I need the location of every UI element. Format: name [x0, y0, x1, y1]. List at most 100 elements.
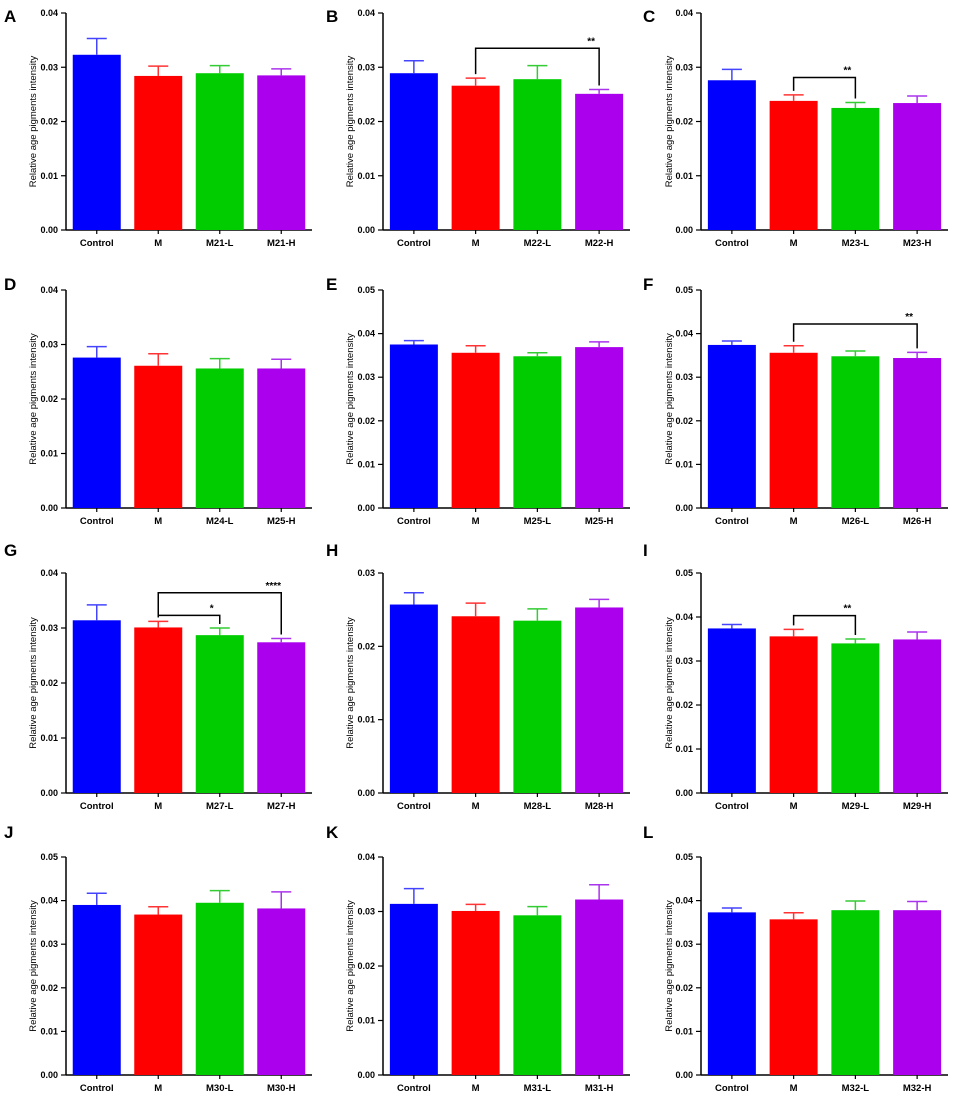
bar-control — [707, 912, 756, 1075]
bar-m28-l — [513, 620, 562, 793]
y-tick-label: 0.00 — [40, 503, 58, 513]
y-tick-label: 0.04 — [675, 896, 693, 906]
y-tick-label: 0.05 — [357, 285, 375, 295]
y-axis-title: Relative age pigments intensity — [345, 333, 356, 465]
significance-label: ** — [843, 66, 851, 77]
y-tick-label: 0.04 — [40, 285, 58, 295]
chart-panel-e: E Relative age pigments intensity 0.00 0.01… — [326, 275, 630, 527]
panel-letter: G — [4, 541, 17, 560]
significance-label: ** — [587, 36, 595, 47]
bar-m — [769, 100, 818, 230]
y-tick-label: 0.02 — [357, 641, 375, 651]
bar-m25-h — [575, 347, 624, 508]
x-tick-label: M — [154, 516, 162, 527]
panel-letter: F — [643, 275, 653, 294]
panel-letter: A — [4, 7, 16, 26]
bar-m28-h — [575, 607, 624, 793]
y-tick-label: 0.03 — [357, 568, 375, 578]
y-tick-label: 0.05 — [675, 568, 693, 578]
y-tick-label: 0.02 — [675, 416, 693, 426]
y-tick-label: 0.00 — [357, 1070, 375, 1080]
y-tick-label: 0.05 — [675, 852, 693, 862]
chart-panel-b: B Relative age pigments intensity 0.00 0.01… — [326, 7, 630, 249]
x-tick-label: M25-H — [267, 516, 296, 527]
x-tick-label: M — [472, 801, 480, 812]
bar-m — [769, 636, 818, 793]
y-tick-label: 0.00 — [40, 788, 58, 798]
x-tick-label: M32-L — [842, 1083, 870, 1094]
x-tick-label: Control — [80, 238, 114, 249]
y-tick-label: 0.00 — [357, 503, 375, 513]
y-tick-label: 0.03 — [40, 623, 58, 633]
bar-m — [134, 627, 183, 793]
chart-panel-h: H Relative age pigments intensity 0.00 0.01… — [326, 541, 630, 812]
bar-control — [389, 73, 438, 230]
x-tick-label: M — [472, 516, 480, 527]
y-tick-label: 0.04 — [40, 8, 58, 18]
y-tick-label: 0.00 — [675, 225, 693, 235]
x-tick-label: M27-L — [206, 801, 234, 812]
y-tick-label: 0.03 — [675, 372, 693, 382]
x-tick-label: M26-H — [903, 516, 932, 527]
y-tick-label: 0.03 — [675, 939, 693, 949]
bar-m24-l — [195, 368, 244, 508]
chart-panel-d: D Relative age pigments intensity 0.00 0.01… — [4, 275, 312, 527]
y-tick-label: 0.00 — [357, 788, 375, 798]
y-tick-label: 0.00 — [40, 1070, 58, 1080]
x-tick-label: M — [790, 516, 798, 527]
bar-m31-h — [575, 899, 624, 1075]
y-tick-label: 0.03 — [357, 372, 375, 382]
significance-bracket — [157, 614, 221, 624]
bar-m30-l — [195, 902, 244, 1075]
y-tick-label: 0.00 — [357, 225, 375, 235]
bar-m22-l — [513, 79, 562, 230]
significance-label: ** — [905, 312, 913, 323]
y-tick-label: 0.04 — [357, 8, 375, 18]
chart-panel-j: J Relative age pigments intensity 0.00 0.01… — [4, 823, 312, 1094]
y-tick-label: 0.01 — [357, 715, 375, 725]
x-tick-label: M31-H — [585, 1083, 614, 1094]
bar-m32-l — [831, 910, 880, 1075]
panel-letter: J — [4, 823, 13, 842]
bar-m — [769, 919, 818, 1075]
bar-m26-l — [831, 356, 880, 508]
bar-control — [389, 344, 438, 508]
x-tick-label: M25-L — [524, 516, 552, 527]
y-axis-title: Relative age pigments intensity — [345, 617, 356, 749]
bar-control — [707, 80, 756, 231]
x-tick-label: Control — [80, 516, 114, 527]
x-tick-label: Control — [715, 1083, 749, 1094]
bar-control — [72, 357, 121, 508]
y-axis-title: Relative age pigments intensity — [345, 56, 356, 188]
bar-m — [769, 352, 818, 508]
bar-m — [134, 914, 183, 1075]
bar-m — [134, 75, 183, 231]
y-tick-label: 0.02 — [675, 700, 693, 710]
significance-bracket — [157, 592, 282, 635]
significance-label: ** — [843, 604, 851, 615]
y-tick-label: 0.01 — [40, 1026, 58, 1036]
y-tick-label: 0.02 — [40, 983, 58, 993]
panel-letter: H — [326, 541, 338, 560]
y-axis-title: Relative age pigments intensity — [664, 333, 675, 465]
y-tick-label: 0.01 — [40, 171, 58, 181]
bar-m26-h — [893, 358, 942, 508]
significance-label: **** — [265, 581, 281, 592]
chart-panel-f: F Relative age pigments intensity 0.00 0.01… — [643, 275, 948, 527]
y-tick-label: 0.04 — [40, 896, 58, 906]
x-tick-label: M — [790, 1083, 798, 1094]
chart-panel-c: C Relative age pigments intensity 0.00 0.01… — [643, 7, 948, 249]
y-tick-label: 0.02 — [357, 416, 375, 426]
bar-m31-l — [513, 915, 562, 1075]
y-tick-label: 0.05 — [40, 852, 58, 862]
significance-bracket — [792, 323, 918, 349]
y-tick-label: 0.00 — [675, 1070, 693, 1080]
significance-bracket — [792, 614, 857, 635]
x-tick-label: Control — [80, 801, 114, 812]
x-tick-label: Control — [80, 1083, 114, 1094]
bar-m — [451, 352, 500, 508]
x-tick-label: M25-H — [585, 516, 614, 527]
y-tick-label: 0.02 — [40, 678, 58, 688]
bar-m32-h — [893, 910, 942, 1075]
